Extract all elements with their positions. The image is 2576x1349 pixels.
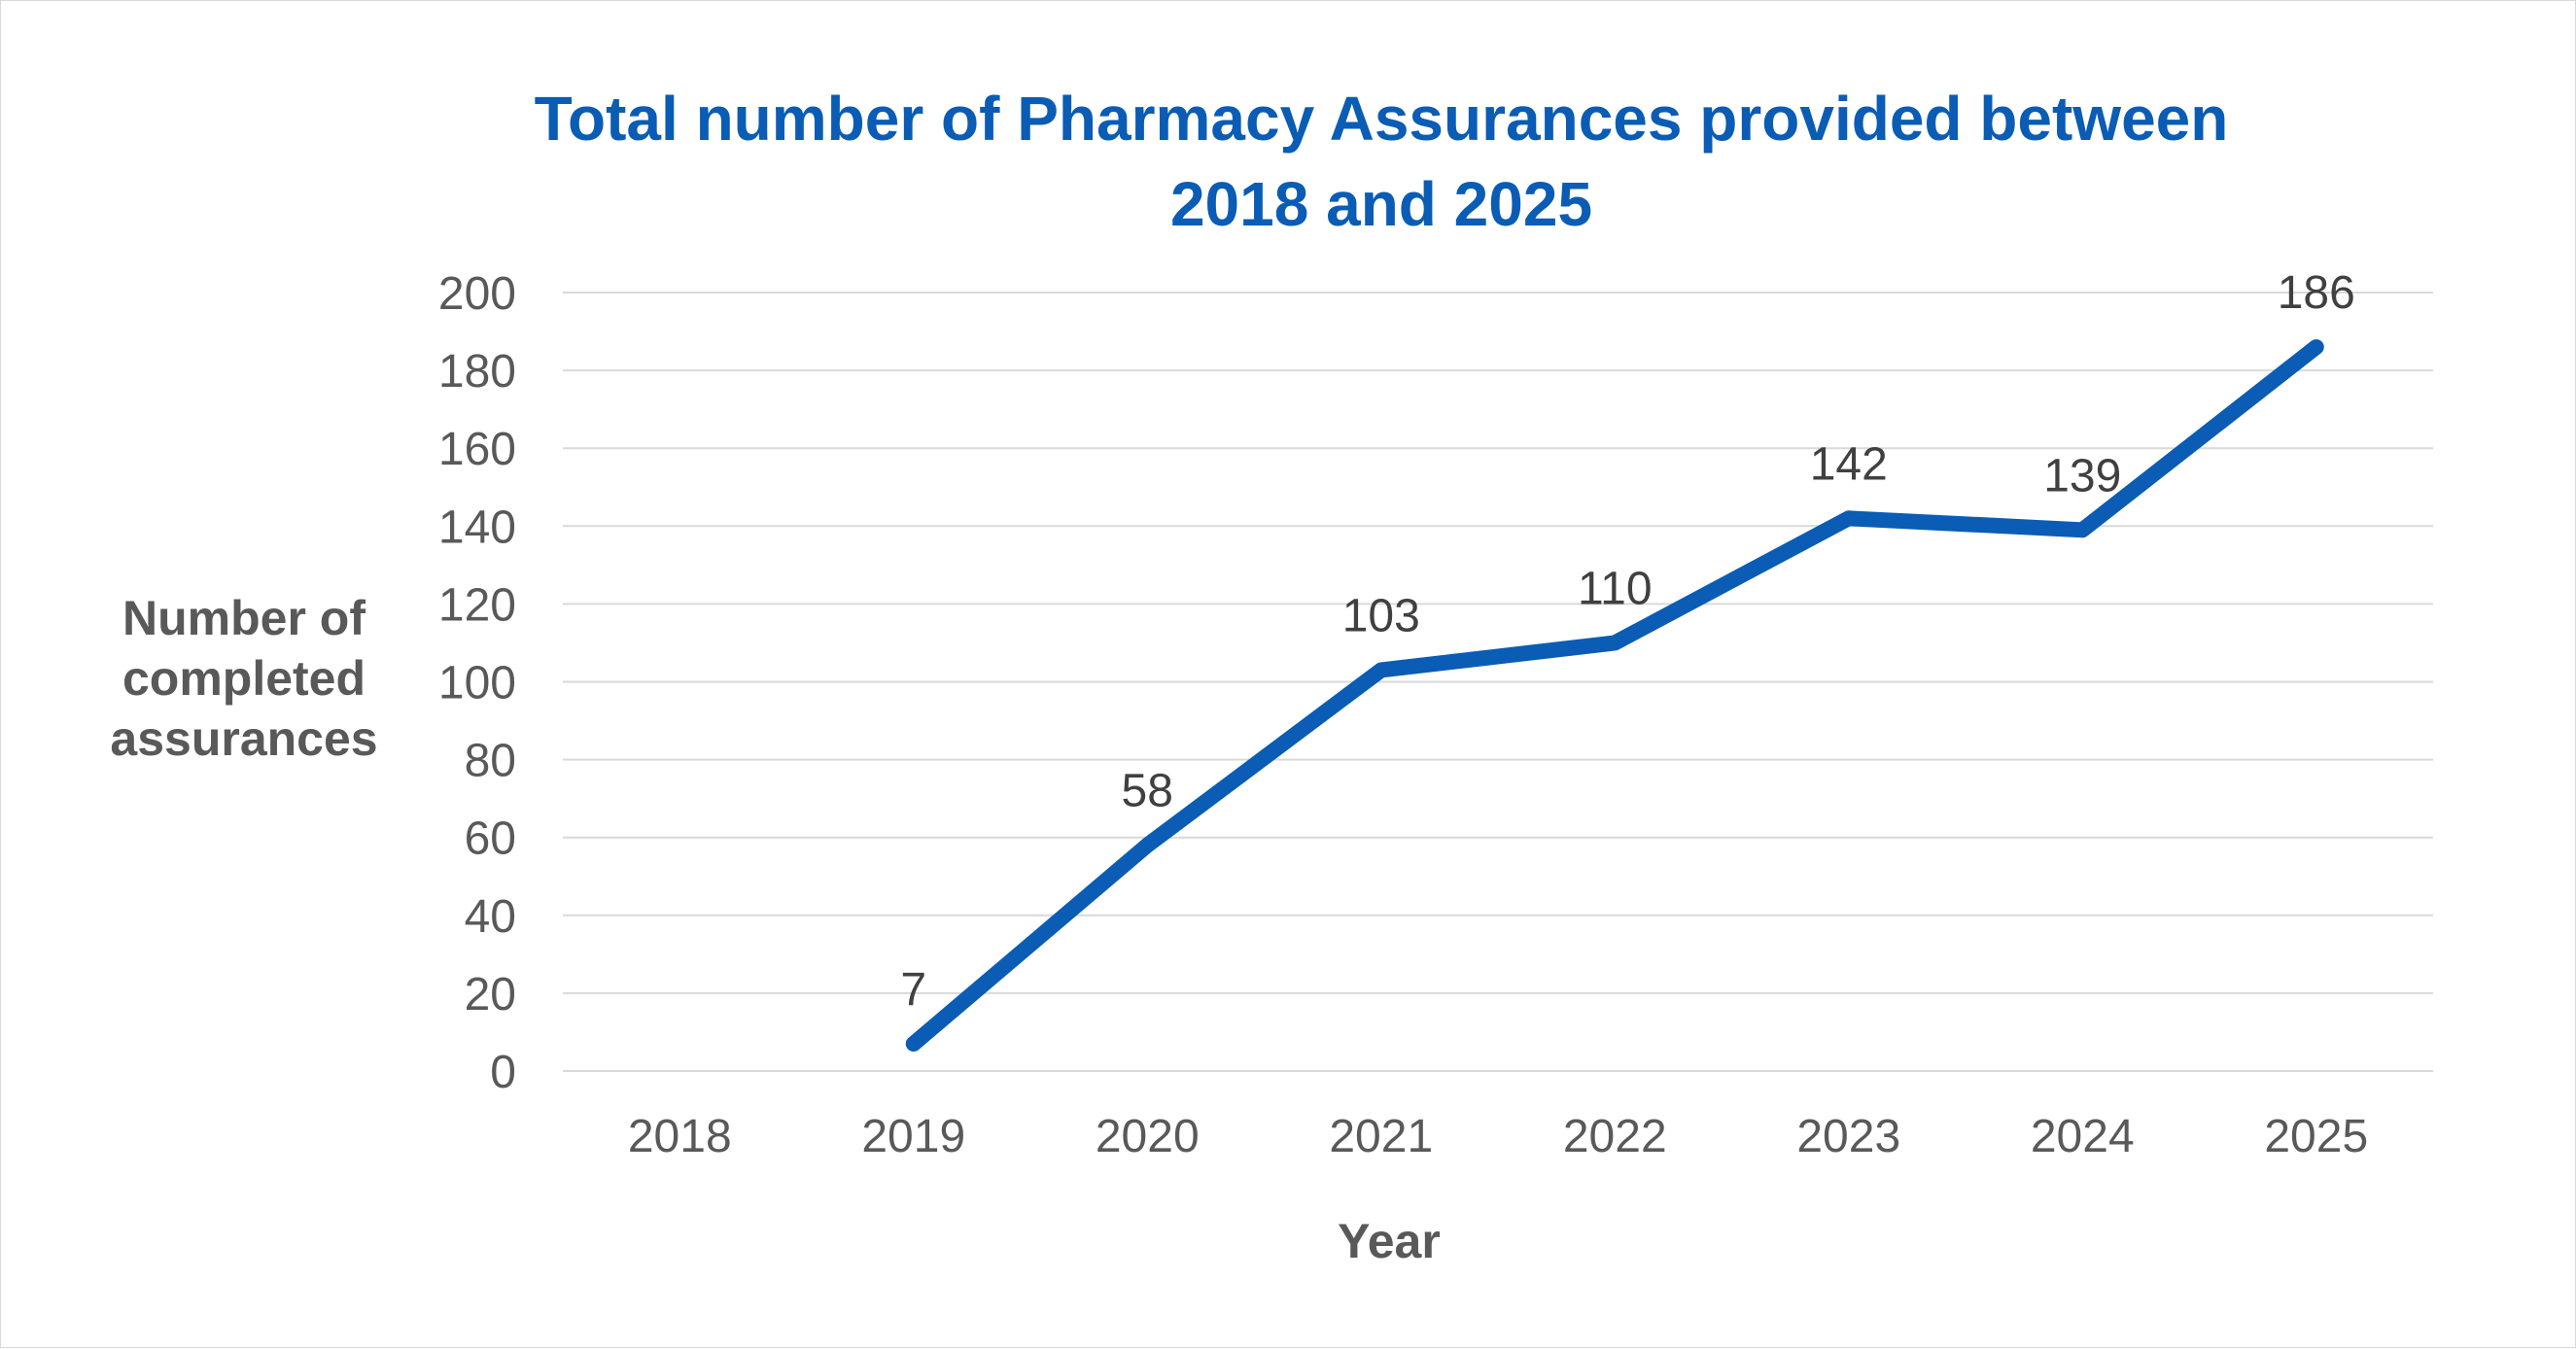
data-label-2022: 110: [1578, 563, 1653, 614]
x-axis-ticks: 2018 2019 2020 2021 2022 2023 2024 2025: [628, 1111, 2368, 1162]
x-tick-label: 2019: [861, 1111, 965, 1162]
y-tick-label: 0: [490, 1047, 516, 1098]
x-tick-label: 2024: [2031, 1111, 2135, 1162]
chart-title: Total number of Pharmacy Assurances prov…: [535, 84, 2229, 239]
x-tick-label: 2022: [1563, 1111, 1667, 1162]
data-label-2024: 139: [2043, 450, 2121, 502]
y-tick-label: 120: [438, 579, 516, 631]
y-tick-label: 100: [438, 658, 516, 709]
y-axis-title-line-2: completed: [122, 651, 366, 706]
data-label-2020: 58: [1122, 766, 1173, 817]
y-tick-label: 20: [465, 969, 516, 1020]
data-label-2019: 7: [900, 964, 926, 1016]
y-tick-label: 140: [438, 502, 516, 553]
y-tick-label: 60: [465, 813, 516, 865]
y-axis-title-line-1: Number of: [122, 591, 366, 645]
data-label-2021: 103: [1342, 590, 1420, 641]
y-tick-label: 80: [465, 736, 516, 787]
gridlines: [563, 293, 2433, 1071]
y-tick-label: 180: [438, 346, 516, 398]
y-axis-ticks: 0 20 40 60 80 100 120 140 160 180 200: [438, 268, 516, 1098]
y-tick-label: 40: [465, 891, 516, 943]
data-label-2025: 186: [2278, 267, 2355, 319]
x-tick-label: 2021: [1329, 1111, 1433, 1162]
chart-title-line-2: 2018 and 2025: [1170, 169, 1592, 239]
y-tick-label: 200: [438, 268, 516, 320]
x-tick-label: 2018: [628, 1111, 732, 1162]
data-label-2023: 142: [1810, 438, 1888, 490]
x-axis-title: Year: [1338, 1214, 1441, 1268]
y-axis-title-line-3: assurances: [110, 711, 377, 766]
x-tick-label: 2023: [1796, 1111, 1900, 1162]
x-tick-label: 2025: [2264, 1111, 2368, 1162]
chart-title-line-1: Total number of Pharmacy Assurances prov…: [535, 84, 2229, 154]
x-tick-label: 2020: [1096, 1111, 1200, 1162]
y-tick-label: 160: [438, 424, 516, 475]
